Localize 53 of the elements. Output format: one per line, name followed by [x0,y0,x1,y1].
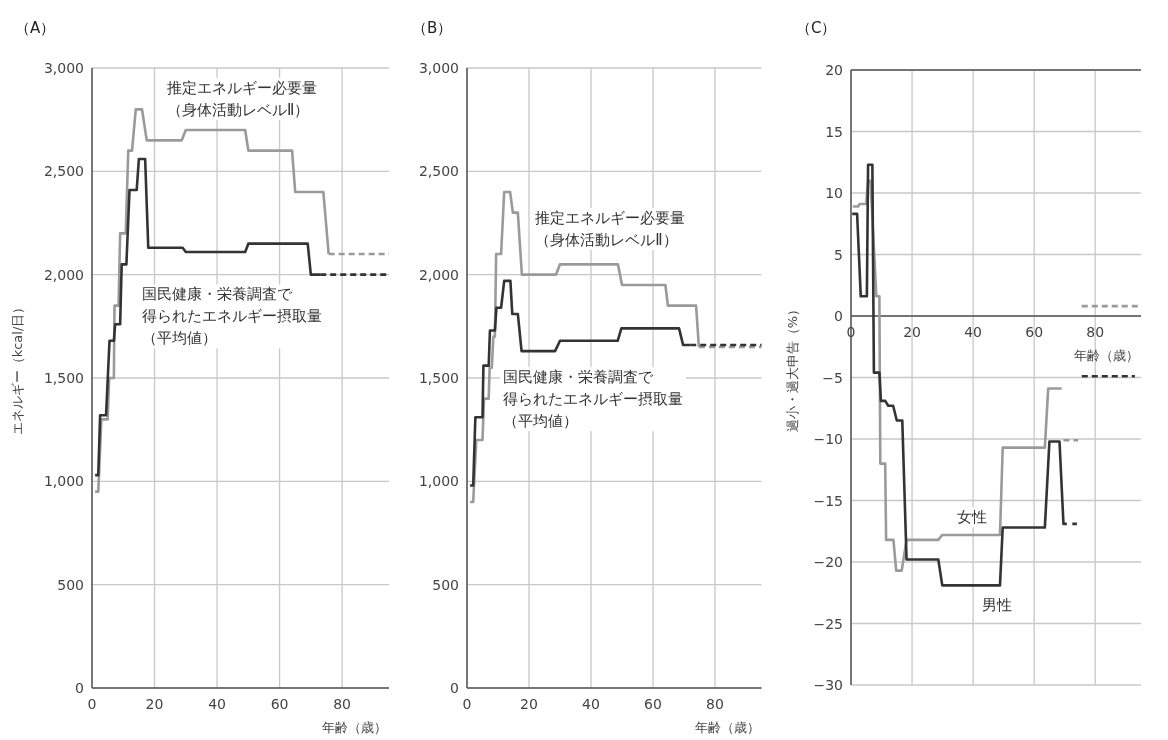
y-tick-label: 20 [825,62,843,78]
y-tick-label: 500 [432,576,459,593]
y-tick-label: 2,500 [418,163,459,180]
x-tick-label: 0 [87,696,97,712]
y-tick-label: 2,500 [43,163,84,180]
y-tick-label: 2,000 [43,266,84,283]
x-tick-label: 40 [208,696,226,712]
y-tick-label: 1,500 [43,370,84,386]
y-tick-label: −25 [813,615,843,632]
y-tick-label: −15 [813,492,843,509]
y-tick-label: 15 [825,123,843,140]
y-tick-label: 0 [75,680,84,696]
x-tick-label: 40 [964,324,983,340]
series-label: 国民健康・栄養調査で得られたエネルギー摂取量（平均値） [502,368,683,431]
x-axis-title: 年齢（歳） [694,720,760,735]
y-axis-title: エネルギー（kcal/日） [10,300,25,436]
y-axis-title: 過小・過大申告（%） [785,302,800,433]
x-tick-label: 60 [644,696,662,712]
x-tick-label: 20 [520,696,538,712]
x-tick-label: 0 [462,696,472,712]
y-tick-label: −10 [813,431,843,447]
series-label: 推定エネルギー必要量（身体活動レベルⅡ） [535,209,686,249]
y-tick-label: 0 [450,680,459,696]
chart-title: （C） [796,19,837,37]
y-tick-label: 1,500 [418,370,459,386]
series-label: 推定エネルギー必要量（身体活動レベルⅡ） [167,78,318,119]
y-tick-label: 3,000 [43,60,84,76]
x-tick-label: 20 [145,696,164,712]
x-axis-title: 年齢（歳） [322,720,387,735]
y-tick-label: −20 [813,554,843,570]
x-tick-label: 20 [903,324,921,340]
series-label: 女性 [956,508,987,527]
series-label: 男性 [981,595,1012,614]
x-tick-label: 40 [582,696,600,712]
y-tick-label: 3,000 [418,60,459,76]
y-tick-label: 500 [57,576,84,593]
y-tick-label: −5 [822,369,843,386]
y-tick-label: 5 [834,246,843,263]
chart-title: （B） [412,19,453,37]
y-tick-label: −30 [813,677,843,693]
y-tick-label: 0 [834,308,843,324]
series-label: 国民健康・栄養調査で得られたエネルギー摂取量（平均値） [142,285,323,348]
x-tick-label: 80 [706,696,724,712]
y-tick-label: 2,000 [418,266,459,283]
x-tick-label: 60 [270,696,289,712]
x-tick-label: 60 [1025,324,1044,340]
y-tick-label: 10 [825,185,843,201]
chart-title: （A） [15,19,56,37]
x-tick-label: 80 [1086,324,1105,340]
y-tick-label: 1,000 [418,473,459,490]
y-tick-label: 1,000 [43,473,84,490]
x-axis-title: 年齢（歳） [1074,348,1139,363]
x-tick-label: 80 [333,696,352,712]
